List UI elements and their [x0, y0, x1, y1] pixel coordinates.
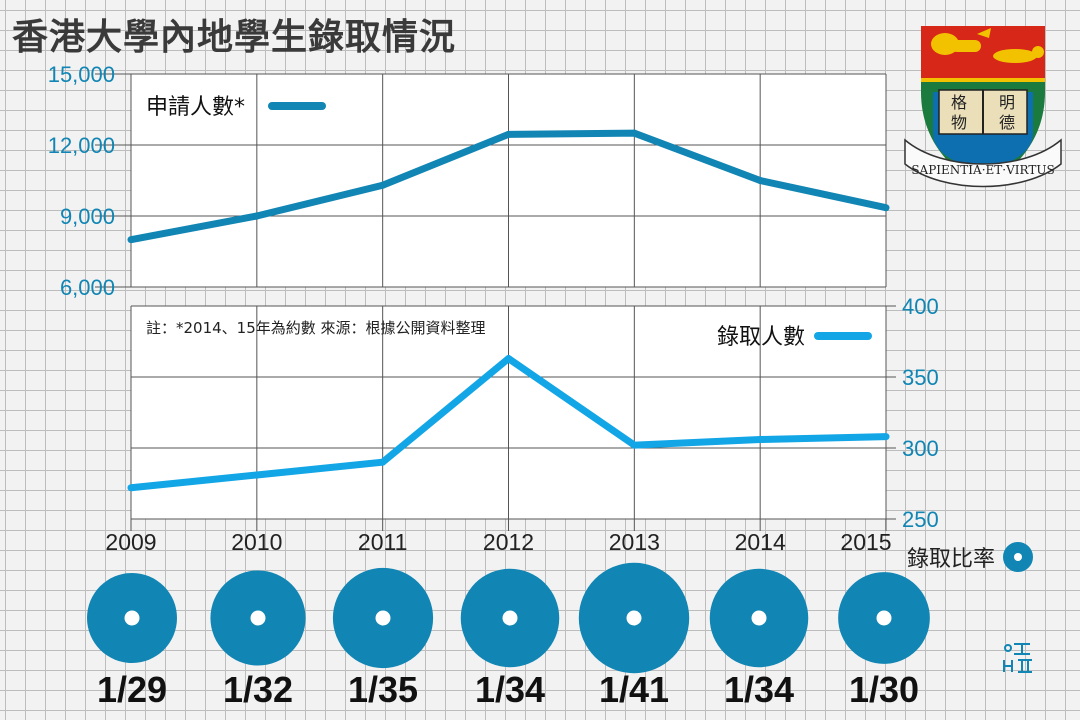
page-title: 香港大學內地學生錄取情況	[12, 16, 457, 58]
applicants-tick-label: 12,000	[48, 133, 115, 158]
ratio-label: 1/29	[97, 669, 167, 710]
ratio-legend: 錄取比率	[907, 541, 1034, 573]
ratio-label: 1/41	[599, 669, 669, 710]
admitted-tick-label: 350	[902, 365, 939, 390]
ratio-legend-icon	[1003, 542, 1034, 572]
applicants-tick-label: 9,000	[60, 204, 115, 229]
ratio-circle-hole	[626, 610, 642, 626]
year-tick-label: 2015	[840, 529, 891, 555]
admitted-point	[505, 355, 512, 363]
publisher-logo-icon	[1003, 643, 1032, 673]
year-tick-label: 2013	[609, 529, 660, 555]
applicants-point	[127, 236, 135, 244]
crest-book-char: 物	[951, 113, 967, 132]
applicants-point	[630, 129, 638, 137]
crest-book-char: 德	[999, 113, 1015, 132]
applicants-point	[505, 130, 512, 138]
crest-motto: SAPIENTIA·ET·VIRTUS	[911, 163, 1054, 177]
admitted-tick-label: 250	[902, 507, 939, 532]
admitted-tick-label: 300	[902, 436, 939, 461]
ratio-label: 1/30	[849, 669, 919, 710]
applicants-point	[253, 212, 261, 220]
ratio-circle-hole	[502, 610, 518, 626]
admitted-tick-label: 400	[902, 294, 939, 319]
applicants-point	[882, 204, 890, 212]
admitted-point	[756, 435, 764, 443]
year-tick-label: 2014	[735, 529, 786, 555]
year-tick-label: 2009	[105, 529, 156, 555]
ratio-circle-hole	[250, 610, 266, 626]
applicants-tick-label: 15,000	[48, 62, 115, 87]
applicants-tick-label: 6,000	[60, 275, 115, 300]
admitted-point	[127, 484, 135, 492]
ratio-circle-hole	[124, 610, 140, 626]
year-tick-label: 2012	[483, 529, 534, 555]
admitted-point	[630, 441, 638, 449]
hku-crest-icon: 格 明 物 德 SAPIENTIA·ET·VIRTUS	[904, 26, 1062, 188]
crest-book-char: 明	[999, 93, 1015, 112]
ratio-circle-hole	[375, 610, 391, 626]
applicants-legend-label: 申請人數*	[146, 95, 245, 120]
admitted-point	[253, 471, 261, 479]
year-tick-label: 2010	[231, 529, 282, 555]
admitted-point	[882, 433, 890, 441]
applicants-point	[379, 181, 387, 189]
ratio-legend-label: 錄取比率	[907, 546, 996, 571]
ratio-label: 1/34	[475, 669, 545, 710]
ratio-label: 1/35	[348, 669, 418, 710]
ratio-label: 1/34	[724, 669, 794, 710]
crest-book-char: 格	[951, 93, 967, 112]
ratio-circle-hole	[751, 610, 767, 626]
admitted-legend-label: 錄取人數	[717, 325, 805, 350]
applicants-point	[756, 177, 764, 184]
admitted-point	[379, 458, 387, 466]
ratio-label: 1/32	[223, 669, 293, 710]
chart-note: 註：*2014、15年為約數 來源：根據公開資料整理	[146, 319, 486, 337]
ratio-circle-hole	[876, 610, 892, 626]
year-tick-label: 2011	[358, 529, 407, 555]
